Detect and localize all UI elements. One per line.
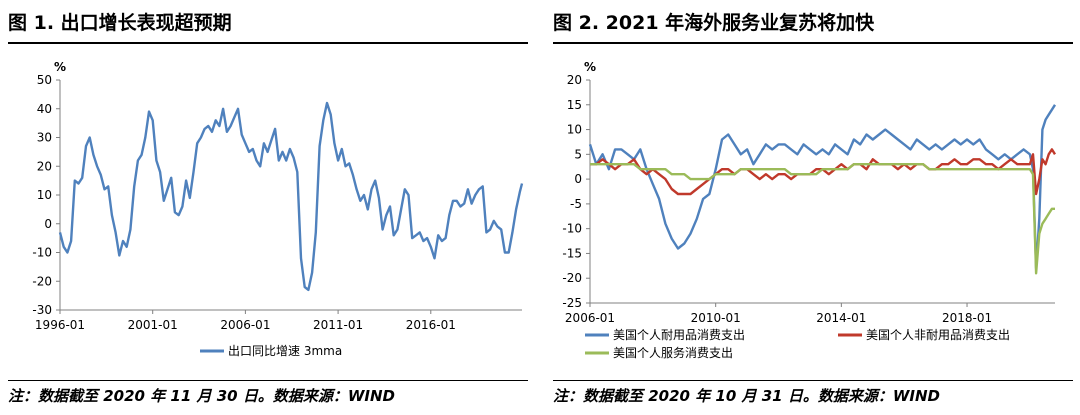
right-x-tick-label: 2018-01 — [942, 311, 992, 325]
left-y-tick-label: -30 — [32, 303, 52, 317]
left-axes: 50 40 30 20 10 0 -10 -20 -30% 1996-01 2001-01 2006-… — [32, 60, 522, 332]
right-bottom-rule — [553, 380, 1073, 381]
left-figure-title: 图 1. 出口增长表现超预期 — [8, 12, 232, 34]
right-y-tick-label: 5 — [574, 147, 582, 161]
right-x-tick-label: 2010-01 — [691, 311, 741, 325]
right-source-note: 注：数据截至 2020 年 10 月 31 日。数据来源：WIND — [553, 387, 940, 405]
left-x-tick-label: 2006-01 — [220, 318, 270, 332]
right-legend-label-2: 美国个人非耐用品消费支出 — [866, 328, 1010, 342]
left-source-note: 注：数据截至 2020 年 11 月 30 日。数据来源：WIND — [8, 387, 395, 405]
left-x-tick-label: 2001-01 — [128, 318, 178, 332]
left-x-tick-label: 2011-01 — [313, 318, 363, 332]
left-legend-label-1: 出口同比增速 3mma — [228, 344, 342, 358]
right-x-tick-label: 2006-01 — [565, 311, 615, 325]
left-series-line-1 — [58, 101, 524, 292]
right-y-tick-label: 10 — [567, 123, 582, 137]
right-y-tick-label: 20 — [567, 73, 582, 87]
right-series-line-3 — [590, 163, 1055, 275]
left-top-rule — [8, 42, 528, 44]
left-y-tick-label: 20 — [37, 159, 52, 173]
left-legend: 出口同比增速 3mma — [200, 344, 342, 358]
left-y-tick-label: 10 — [37, 188, 52, 202]
left-series-layer — [58, 101, 524, 292]
right-top-rule — [553, 42, 1073, 44]
right-y-tick-label: -10 — [562, 222, 582, 236]
right-series-layer — [588, 104, 1057, 275]
right-figure-title: 图 2. 2021 年海外服务业复苏将加快 — [553, 12, 875, 34]
left-y-tick-label: 50 — [37, 73, 52, 87]
right-series-line-2 — [590, 148, 1057, 196]
right-y-tick-label: -20 — [562, 271, 582, 285]
left-bottom-rule — [8, 380, 528, 381]
right-legend-label-3: 美国个人服务消费支出 — [613, 345, 733, 360]
right-unit-label: % — [584, 60, 596, 74]
right-legend-label-1: 美国个人耐用品消费支出 — [613, 328, 745, 342]
left-x-tick-label: 1996-01 — [35, 318, 85, 332]
right-axes: 20 15 10 5 0 -5 -10 -15 -20 -25% 2006-01 2010-01 201… — [562, 60, 1055, 325]
right-y-tick-label: 15 — [567, 98, 582, 112]
right-y-tick-label: -25 — [562, 296, 582, 310]
right-y-tick-label: -15 — [562, 246, 582, 260]
left-y-tick-label: -20 — [32, 274, 52, 288]
left-y-tick-label: 30 — [37, 131, 52, 145]
left-y-tick-label: 0 — [44, 217, 52, 231]
left-y-tick-label: 40 — [37, 102, 52, 116]
right-y-tick-label: 0 — [574, 172, 582, 186]
left-y-tick-label: -10 — [32, 246, 52, 260]
right-series-line-1 — [588, 104, 1057, 270]
left-x-tick-label: 2016-01 — [406, 318, 456, 332]
right-y-tick-label: -5 — [570, 197, 582, 211]
right-x-tick-label: 2014-01 — [816, 311, 866, 325]
left-unit-label: % — [54, 60, 66, 74]
